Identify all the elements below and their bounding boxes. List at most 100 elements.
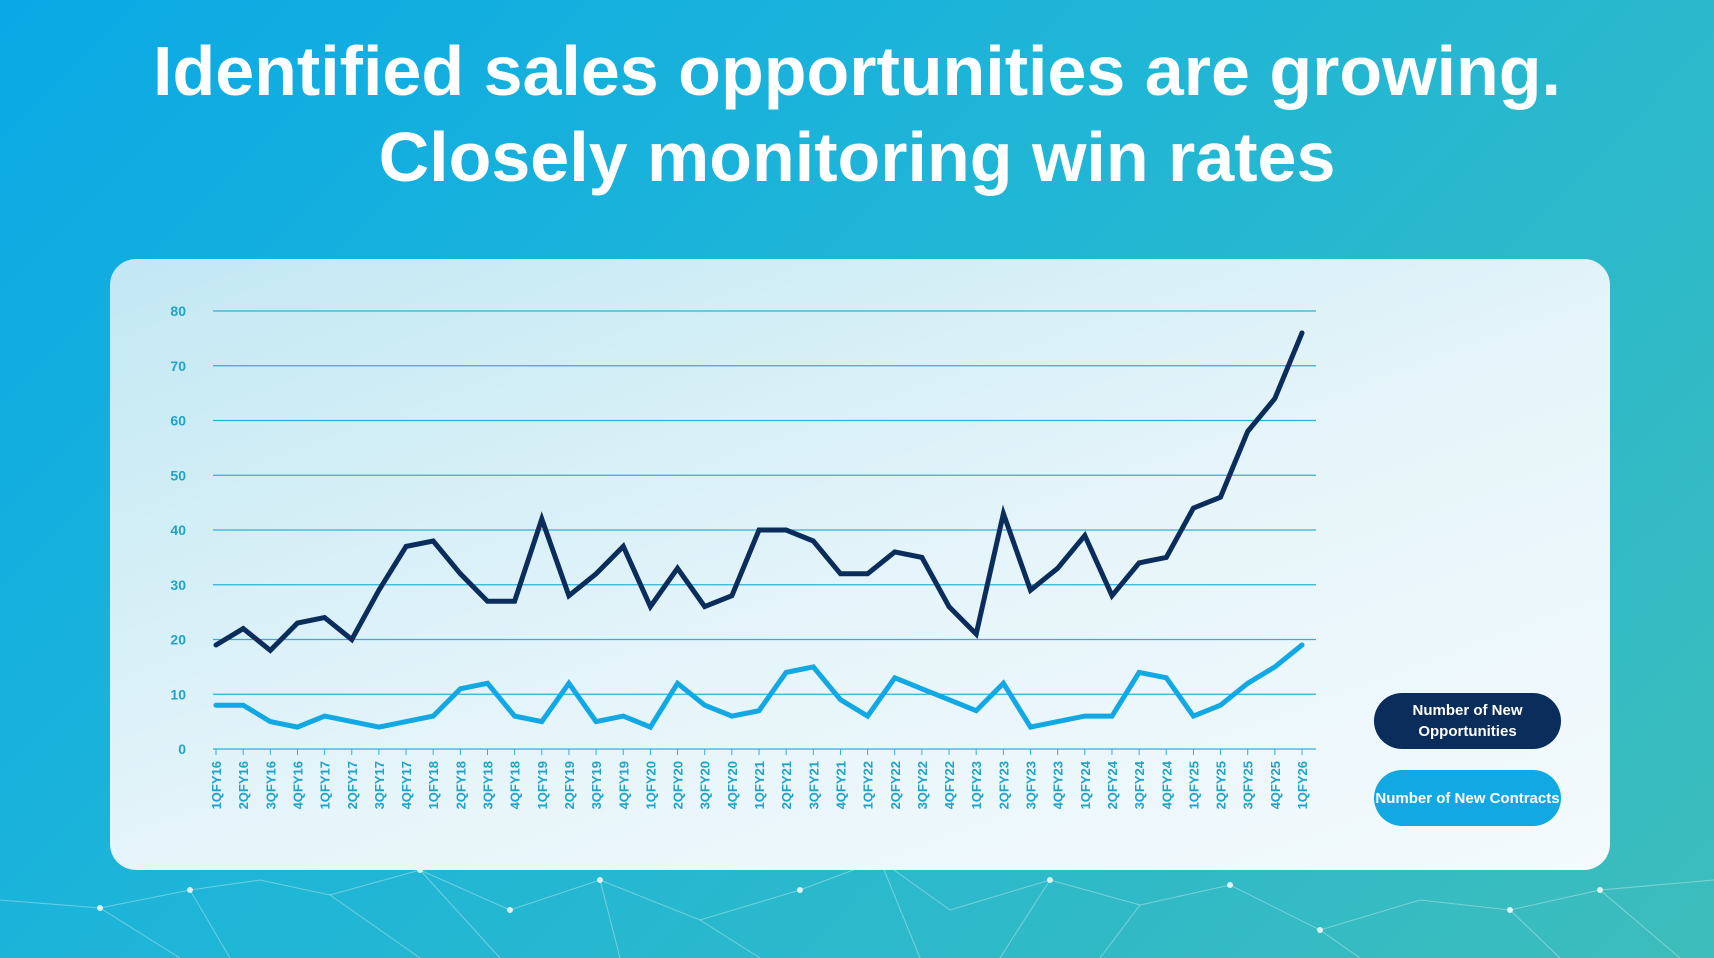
x-tick-label: 3QFY16 [263, 761, 278, 809]
x-tick-label: 2QFY23 [996, 761, 1011, 809]
opportunities-point [947, 604, 952, 609]
x-tick-label: 3QFY20 [698, 761, 713, 809]
legend-opportunities-label: Number of New Opportunities [1412, 702, 1523, 740]
opportunities-point [1001, 511, 1006, 516]
opportunities-point [214, 642, 218, 647]
opportunities-point [349, 637, 354, 642]
contracts-point [404, 719, 409, 724]
contracts-point [729, 714, 734, 719]
slide-title-line-2: Closely monitoring win rates [378, 118, 1336, 196]
contracts-point [214, 703, 218, 708]
x-tick-label: 4QFY21 [833, 761, 848, 809]
chart-panel: 0 10 20 30 40 50 60 70 80 1QFY16 2QFY16 3QFY16 4QFY1… [110, 259, 1610, 870]
opportunities-point [1191, 506, 1196, 511]
x-tick-label: 3QFY23 [1024, 761, 1039, 809]
opportunities-point [512, 599, 517, 604]
x-tick-label: 2QFY22 [888, 761, 903, 809]
x-tick-label: 1QFY18 [426, 761, 441, 809]
contracts-point [702, 703, 707, 708]
x-tick-label: 2QFY20 [671, 761, 686, 809]
slide-title: Identified sales opportunities are growi… [0, 28, 1714, 200]
x-tick-label: 1QFY21 [752, 761, 767, 809]
opportunities-point [1028, 588, 1033, 593]
opportunities-point [566, 593, 571, 598]
contracts-point [784, 670, 789, 675]
x-tick-label: 3QFY18 [481, 761, 496, 809]
opportunities-point [376, 588, 381, 593]
contracts-point [241, 703, 246, 708]
contracts-point [1272, 664, 1277, 669]
x-tick-label: 4QFY25 [1268, 761, 1283, 809]
opportunities-point [919, 555, 924, 560]
contracts-point [892, 675, 897, 680]
contracts-point [919, 686, 924, 691]
opportunities-point [1109, 593, 1114, 598]
series-line-opportunities [213, 330, 1305, 654]
contracts-point [648, 725, 653, 730]
opportunities-point [485, 599, 490, 604]
x-tick-label: 2QFY21 [779, 761, 794, 809]
opportunities-point [757, 528, 761, 532]
contracts-point [1082, 714, 1087, 719]
contracts-point [1028, 725, 1033, 730]
contracts-point [295, 725, 300, 730]
x-tick-label: 4QFY20 [725, 761, 740, 809]
y-tick-label: 30 [170, 577, 186, 593]
opportunities-point [702, 604, 707, 609]
x-tick-label: 1QFY20 [643, 761, 658, 809]
x-tick-label: 1QFY16 [209, 761, 224, 809]
opportunities-point [838, 571, 843, 576]
opportunities-point [268, 648, 273, 653]
opportunities-point [404, 544, 409, 549]
contracts-point [458, 686, 463, 691]
contracts-point [1245, 681, 1250, 686]
opportunities-point [675, 566, 680, 571]
x-tick-label: 4QFY17 [399, 761, 414, 809]
y-tick-label: 0 [178, 741, 186, 757]
contracts-point [1191, 714, 1196, 719]
x-tick-label: 4QFY24 [1159, 760, 1174, 809]
opportunities-point [1137, 560, 1142, 565]
contracts-point [566, 681, 571, 686]
y-tick-label: 20 [170, 632, 186, 648]
contracts-point [349, 719, 354, 724]
slide-title-line-1: Identified sales opportunities are growi… [153, 32, 1561, 110]
contracts-point [1055, 719, 1060, 724]
opportunities-point [458, 571, 463, 576]
line-chart: 0 10 20 30 40 50 60 70 80 1QFY16 2QFY16 3QFY16 4QFY1… [170, 303, 1316, 809]
x-tick-label: 1QFY17 [318, 761, 333, 809]
y-tick-label: 10 [170, 686, 186, 702]
contracts-point [1218, 703, 1223, 708]
x-tick-label: 3QFY17 [372, 761, 387, 809]
contracts-point [838, 697, 843, 702]
opportunities-point [1245, 429, 1250, 434]
contracts-point [974, 708, 979, 713]
contracts-point [322, 714, 327, 719]
contracts-point [485, 681, 490, 686]
contracts-point [1164, 675, 1169, 680]
series-line-contracts [213, 642, 1305, 731]
opportunities-point [1300, 330, 1304, 335]
network-background [0, 857, 1714, 958]
x-tick-label: 3QFY24 [1132, 760, 1147, 809]
opportunities-point [865, 571, 870, 576]
legend-opportunities: Number of New Opportunities [1374, 693, 1561, 749]
x-tick-label: 4QFY23 [1051, 761, 1066, 809]
x-tick-label: 4QFY18 [508, 761, 523, 809]
x-tick-label: 4QFY16 [290, 761, 305, 809]
contracts-point [811, 664, 816, 669]
x-tick-label: 2QFY24 [1105, 760, 1120, 809]
opportunities-point [1055, 566, 1060, 571]
y-tick-label: 40 [170, 522, 186, 538]
opportunities-point [892, 549, 897, 554]
x-tick-label: 1QFY24 [1078, 760, 1093, 809]
x-tick-label: 3QFY19 [589, 761, 604, 809]
x-tick-label: 1QFY26 [1295, 761, 1310, 809]
legend-contracts: Number of New Contracts [1374, 770, 1561, 826]
x-tick-label: 4QFY22 [942, 761, 957, 809]
opportunities-point [1218, 495, 1223, 500]
x-tick-label: 2QFY16 [236, 761, 251, 809]
x-tick-label: 2QFY19 [562, 761, 577, 809]
legend-contracts-label: Number of New Contracts [1375, 789, 1560, 807]
contracts-point [431, 714, 436, 719]
